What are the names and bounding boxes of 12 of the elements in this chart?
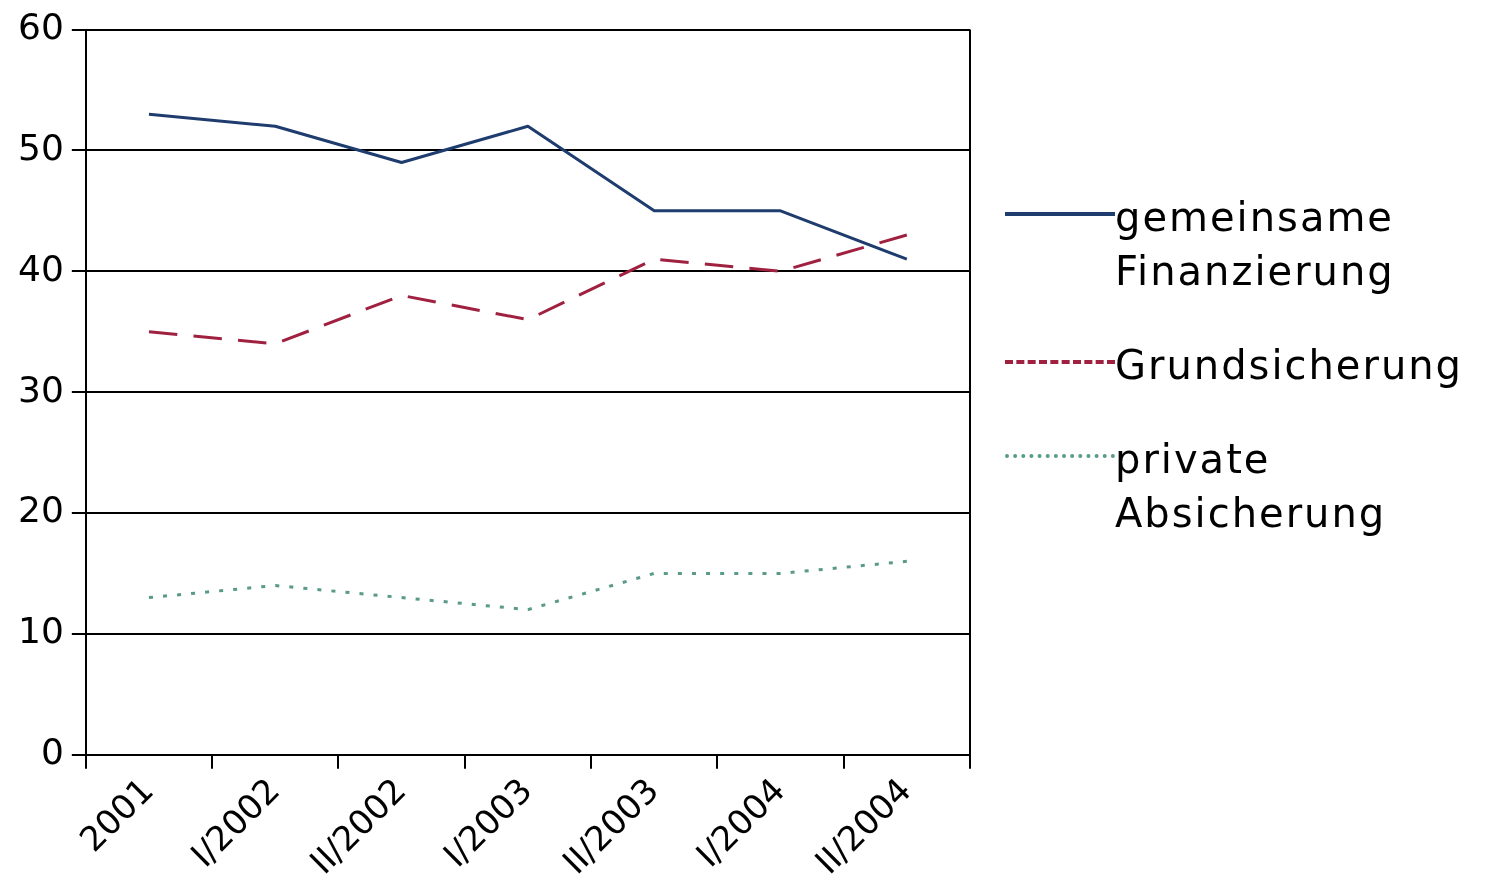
y-tick-label: 10 [18,610,64,652]
line-series [147,559,909,612]
y-tick-label: 20 [18,489,64,531]
y-tick-label: 0 [40,731,64,773]
legend-label: Grundsicherung [1115,341,1464,390]
y-tick-label: 30 [18,368,64,410]
legend-label: gemeinsame Finanzierung [1115,193,1396,296]
line-series [147,233,909,346]
legend-label: private Absicherung [1115,435,1388,538]
y-tick-label: 40 [18,247,64,289]
y-tick-label: 60 [18,5,64,47]
y-tick-label: 50 [18,126,64,168]
